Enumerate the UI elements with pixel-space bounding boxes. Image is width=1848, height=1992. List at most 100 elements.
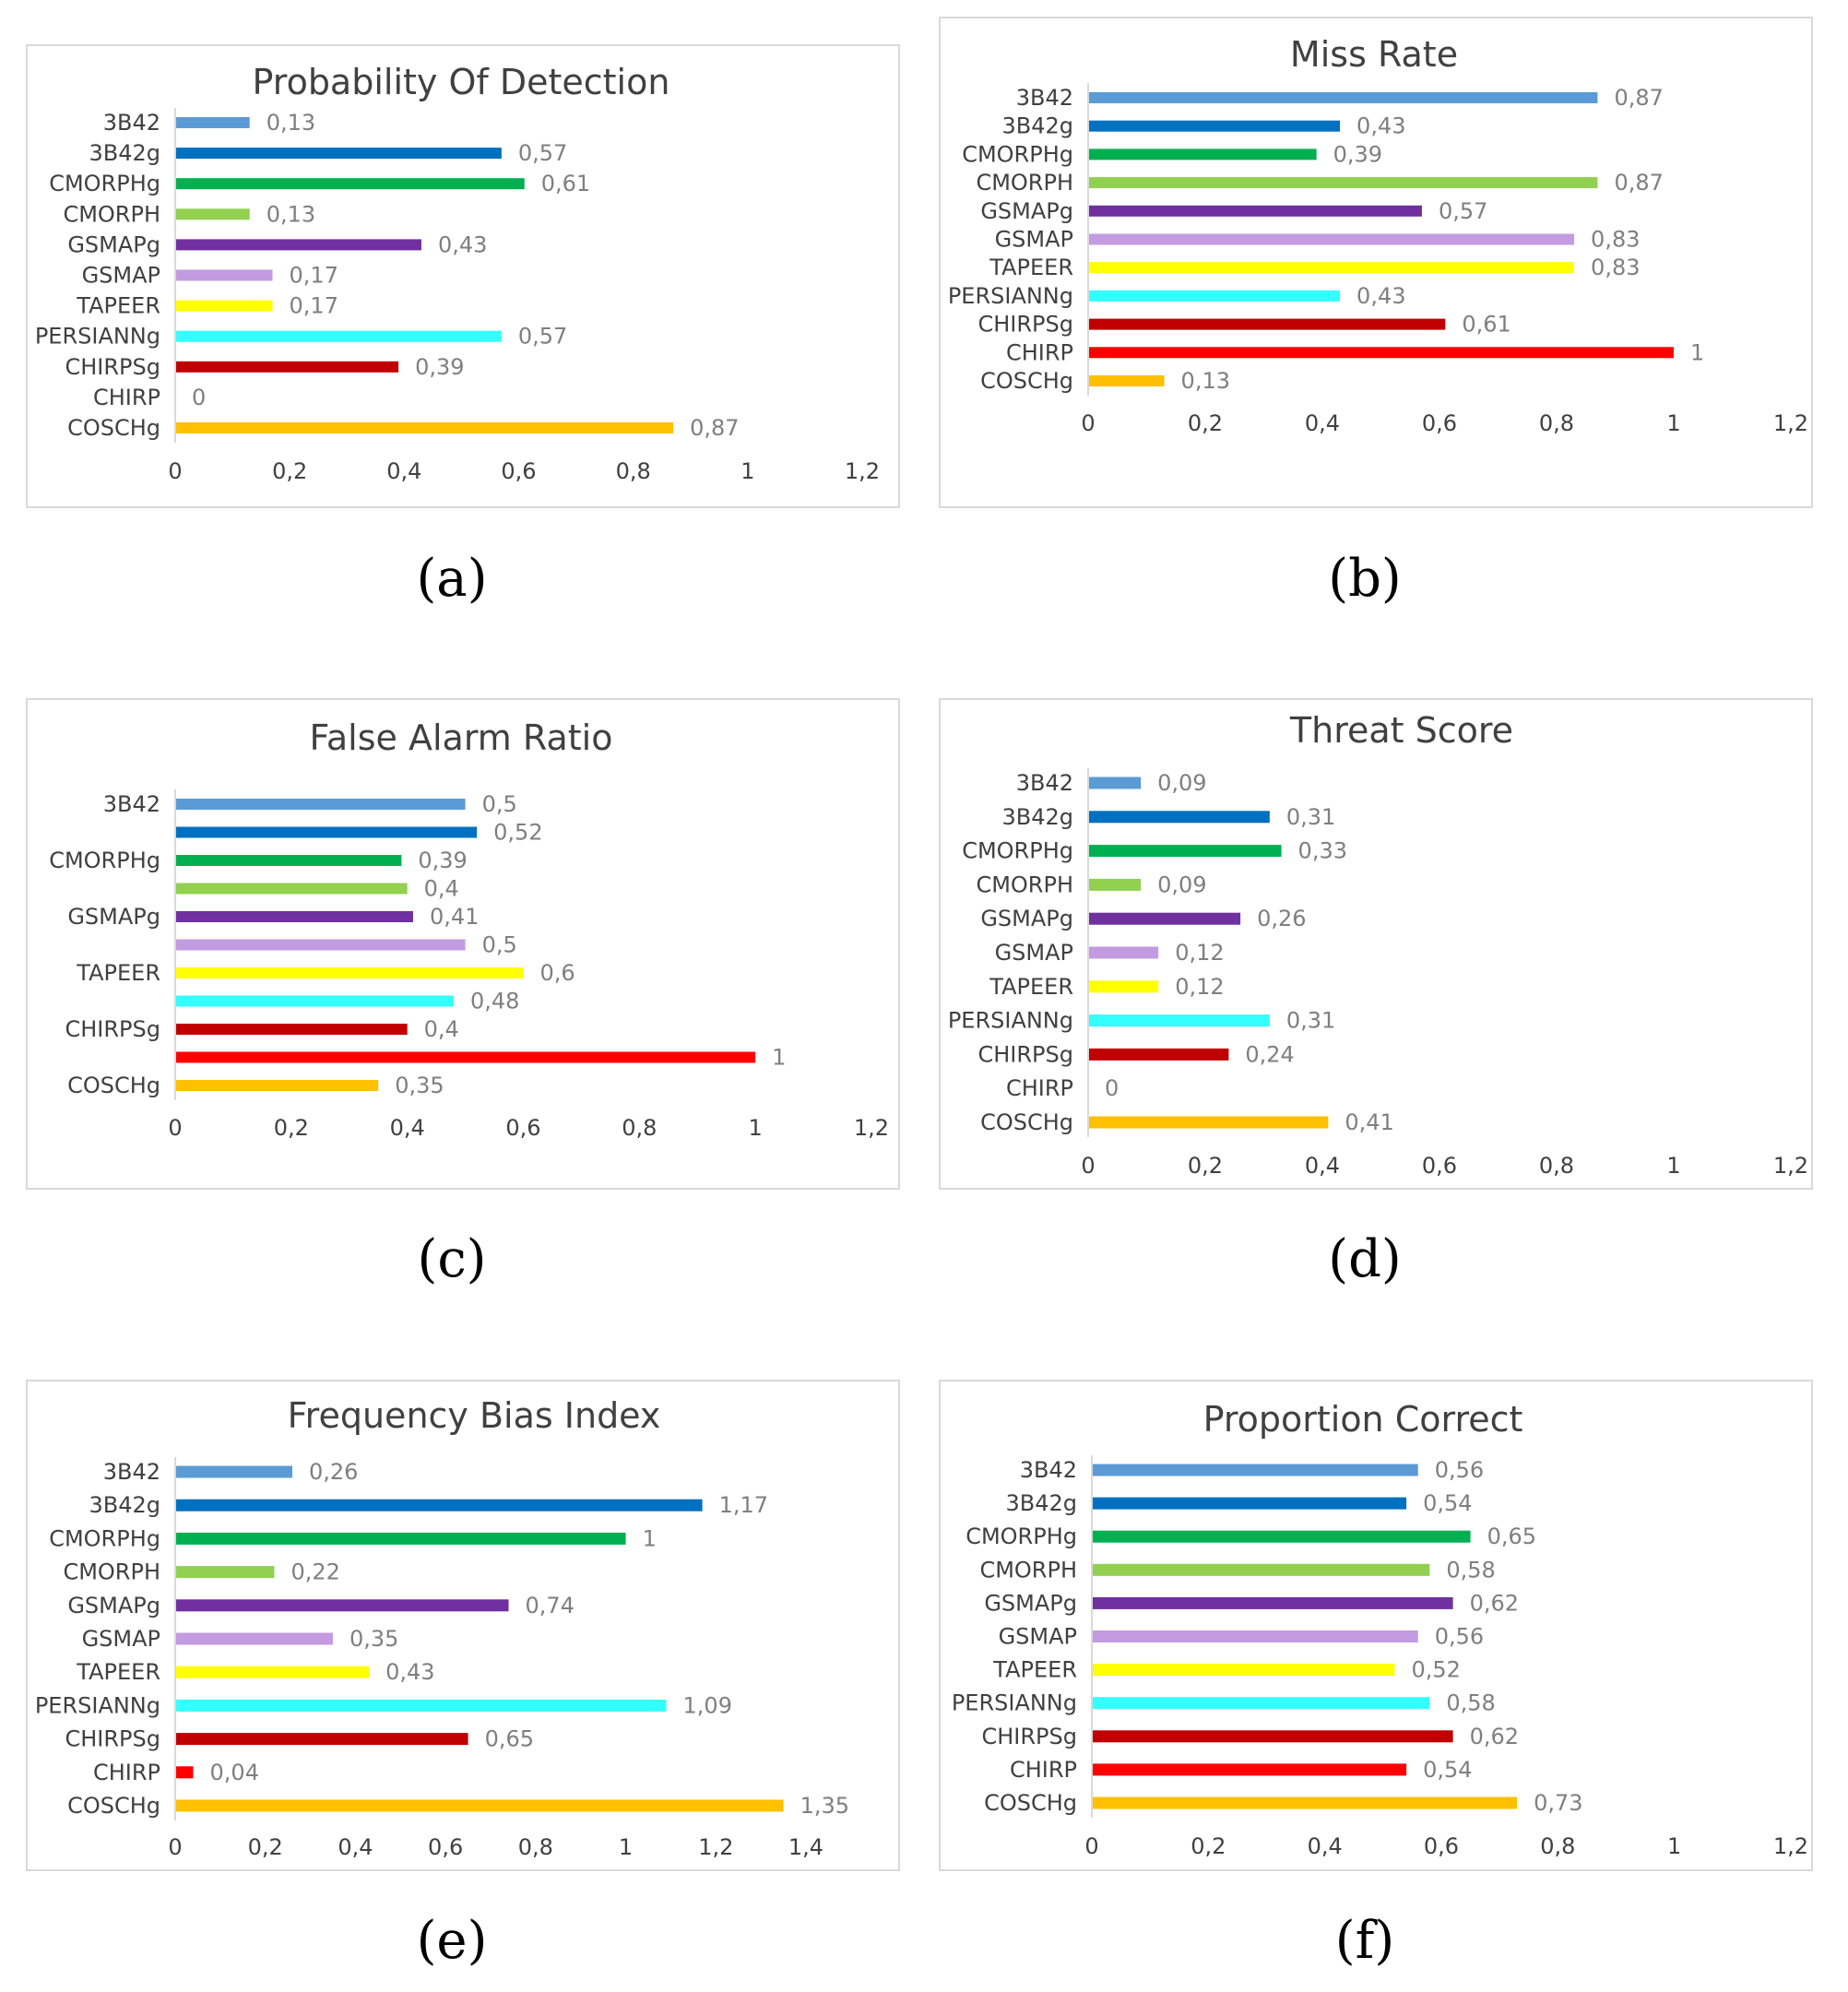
chart-a-category-label: TAPEER — [76, 293, 160, 319]
chart-c-tick-label: 1,2 — [854, 1115, 889, 1141]
chart-b-category-label: 3B42 — [1016, 85, 1073, 111]
chart-b-value-label: 0,87 — [1614, 170, 1663, 196]
chart-b-bar-3b42 — [1089, 92, 1598, 103]
chart-e-bar-3b42 — [176, 1465, 293, 1478]
chart-c-value-label: 0,35 — [395, 1073, 444, 1098]
chart-b-tick-label: 0,2 — [1188, 410, 1223, 436]
chart-d-category-label: CHIRP — [1006, 1075, 1073, 1101]
chart-e-bar-cmorph — [176, 1566, 275, 1579]
panel-e-frame — [26, 1380, 900, 1871]
chart-f-bar-gsmapg — [1093, 1596, 1453, 1609]
chart-f-tick-label: 1,2 — [1773, 1833, 1808, 1859]
chart-a-value-label: 0,13 — [267, 110, 315, 136]
chart-a-category-label: 3B42 — [103, 110, 160, 136]
chart-b-tick-label: 0,8 — [1539, 410, 1574, 436]
chart-f-tick-label: 0,2 — [1191, 1833, 1226, 1859]
chart-d-bar-3b42g — [1089, 811, 1270, 824]
chart-c-value-label: 0,48 — [470, 989, 519, 1014]
chart-d-bar-gsmapg — [1089, 912, 1241, 925]
chart-f-value-label: 0,62 — [1470, 1590, 1519, 1616]
panel-label-e: (e) — [416, 1911, 488, 1971]
chart-b-bar-coschg — [1089, 375, 1165, 386]
chart-f-category-label: GSMAP — [999, 1624, 1077, 1650]
chart-a-value-label: 0,61 — [541, 171, 590, 196]
chart-b-category-label: CMORPH — [976, 170, 1073, 196]
chart-d-value-label: 0,31 — [1286, 804, 1335, 830]
chart-a-category-label: CMORPH — [63, 201, 160, 227]
chart-b-tick-label: 1,2 — [1773, 410, 1808, 436]
chart-d-value-label: 0,24 — [1245, 1041, 1294, 1067]
chart-a-value-label: 0,17 — [290, 263, 338, 289]
chart-e-bar-chirp — [176, 1766, 194, 1779]
chart-c-value-label: 0,41 — [430, 904, 479, 930]
chart-b-value-label: 0,43 — [1356, 283, 1405, 309]
chart-c-tick-label: 0,2 — [274, 1115, 309, 1141]
chart-d-tick-label: 0,8 — [1539, 1153, 1574, 1179]
chart-a-tick-label: 0,6 — [501, 458, 536, 484]
chart-c-category-label: GSMAPg — [67, 904, 160, 930]
chart-b-bar-gsmapg — [1089, 205, 1422, 217]
chart-a-value-label: 0,57 — [518, 324, 567, 350]
chart-e-category-label: GSMAP — [82, 1626, 160, 1652]
chart-e-category-label: 3B42g — [89, 1492, 160, 1518]
chart-f-category-label: CHIRPSg — [982, 1724, 1078, 1749]
chart-b-value-label: 0,13 — [1181, 368, 1230, 394]
chart-d-category-label: CHIRPSg — [978, 1041, 1074, 1067]
chart-f-category-label: CMORPHg — [965, 1524, 1077, 1549]
chart-c-bar-3b42g — [176, 826, 478, 838]
chart-c-value-label: 0,5 — [482, 932, 517, 958]
chart-b-bar-chirpsg — [1089, 318, 1446, 330]
chart-e-value-label: 0,22 — [290, 1559, 339, 1585]
chart-a-category-label: 3B42g — [89, 140, 160, 166]
chart-d-category-label: 3B42g — [1001, 804, 1073, 830]
chart-e-bar-coschg — [176, 1799, 784, 1812]
chart-f-value-label: 0,65 — [1487, 1524, 1536, 1549]
chart-b-bar-gsmap — [1089, 233, 1575, 245]
chart-a-bar-gsmapg — [176, 239, 421, 251]
chart-b-category-label: GSMAP — [995, 227, 1073, 253]
chart-b-bar-tapeer — [1089, 262, 1575, 274]
chart-d-value-label: 0,09 — [1157, 872, 1206, 897]
chart-f-value-label: 0,54 — [1423, 1757, 1472, 1783]
chart-d-tick-label: 0,4 — [1305, 1153, 1340, 1179]
chart-e-bar-3b42g — [176, 1499, 703, 1512]
chart-a-category-label: CMORPHg — [49, 171, 160, 196]
chart-f-value-label: 0,54 — [1423, 1490, 1472, 1516]
chart-e-category-label: CHIRP — [93, 1760, 160, 1785]
chart-b-bar-persianng — [1089, 290, 1341, 302]
chart-c-category-label: CHIRPSg — [65, 1016, 161, 1042]
chart-c-title: False Alarm Ratio — [310, 717, 613, 758]
chart-a-bar-tapeer — [176, 300, 273, 312]
panel-label-c: (c) — [417, 1229, 487, 1289]
chart-a-bar-coschg — [176, 422, 674, 433]
chart-b-category-label: TAPEER — [989, 255, 1073, 280]
chart-d-bar-chirpsg — [1089, 1048, 1229, 1061]
chart-f-value-label: 0,58 — [1446, 1690, 1495, 1716]
chart-e-tick-label: 0 — [168, 1834, 182, 1860]
chart-a-tick-label: 0 — [168, 458, 182, 484]
chart-c-value-label: 0,4 — [424, 1016, 459, 1042]
chart-d-tick-label: 0,2 — [1188, 1153, 1223, 1179]
chart-e-category-label: CMORPH — [63, 1559, 160, 1585]
chart-f-value-label: 0,62 — [1470, 1724, 1519, 1749]
chart-a-bar-3b42g — [176, 148, 502, 160]
chart-a-bar-persianng — [176, 330, 502, 342]
chart-e-category-label: COSCHg — [67, 1793, 160, 1819]
chart-f-bar-cmorphg — [1093, 1530, 1471, 1543]
chart-e-tick-label: 0,6 — [428, 1834, 463, 1860]
chart-e-tick-label: 0,4 — [338, 1834, 373, 1860]
chart-f-value-label: 0,73 — [1534, 1790, 1582, 1816]
chart-b-value-label: 0,83 — [1591, 255, 1640, 280]
chart-c-category-label: CMORPHg — [49, 848, 160, 873]
chart-f-category-label: CMORPH — [979, 1557, 1077, 1583]
chart-f-bar-chirpsg — [1093, 1730, 1453, 1743]
chart-c-value-label: 0,6 — [540, 960, 575, 986]
chart-e-bar-persianng — [176, 1699, 667, 1712]
chart-e-tick-label: 1,2 — [698, 1834, 733, 1860]
chart-a-category-label: GSMAP — [82, 263, 160, 289]
panel-d-frame — [939, 698, 1813, 1190]
chart-f-title: Proportion Correct — [1203, 1399, 1523, 1440]
chart-d-category-label: CMORPH — [976, 872, 1073, 897]
chart-f-bar-3b42 — [1093, 1464, 1418, 1476]
chart-e-tick-label: 1,4 — [788, 1834, 823, 1860]
